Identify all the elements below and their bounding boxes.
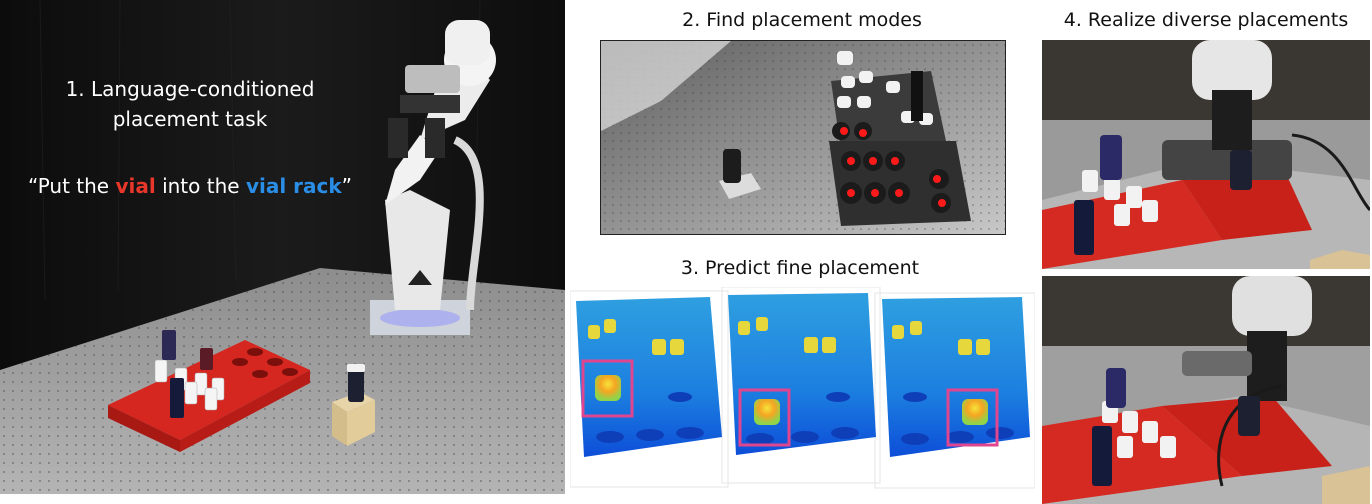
point-cloud-1 [576, 297, 722, 457]
panel-fine-placement [570, 287, 1035, 493]
placement-modes-illustration [601, 41, 1005, 234]
panel-realized-placement-top [1042, 40, 1370, 269]
task-heading: 1. Language-conditioned placement task [30, 74, 350, 134]
panel3-title: 3. Predict fine placement [680, 257, 920, 279]
panel4-title: 4. Realize diverse placements [1063, 9, 1349, 31]
task-heading-line1: 1. Language-conditioned [65, 77, 315, 101]
instruction-prefix: “Put the [27, 174, 116, 198]
panel-placement-modes [600, 40, 1006, 235]
task-instruction: “Put the vial into the vial rack” [10, 171, 370, 201]
point-cloud-3 [882, 297, 1030, 457]
panel-task-photo: 1. Language-conditioned placement task “… [0, 0, 565, 494]
point-cloud-predictions [570, 287, 1035, 493]
instruction-target: vial rack [245, 174, 342, 198]
instruction-object: vial [115, 174, 156, 198]
point-cloud-2 [728, 293, 876, 455]
panel2-title: 2. Find placement modes [682, 9, 922, 31]
panel-realized-placement-bottom [1042, 276, 1370, 504]
placement-mode-dots [840, 127, 946, 207]
placement-photo-2 [1042, 276, 1370, 504]
instruction-suffix: ” [341, 174, 353, 198]
task-heading-line2: placement task [112, 107, 268, 131]
instruction-middle: into the [155, 174, 246, 198]
placement-photo-1 [1042, 40, 1370, 269]
robot-scene-illustration [0, 0, 565, 494]
